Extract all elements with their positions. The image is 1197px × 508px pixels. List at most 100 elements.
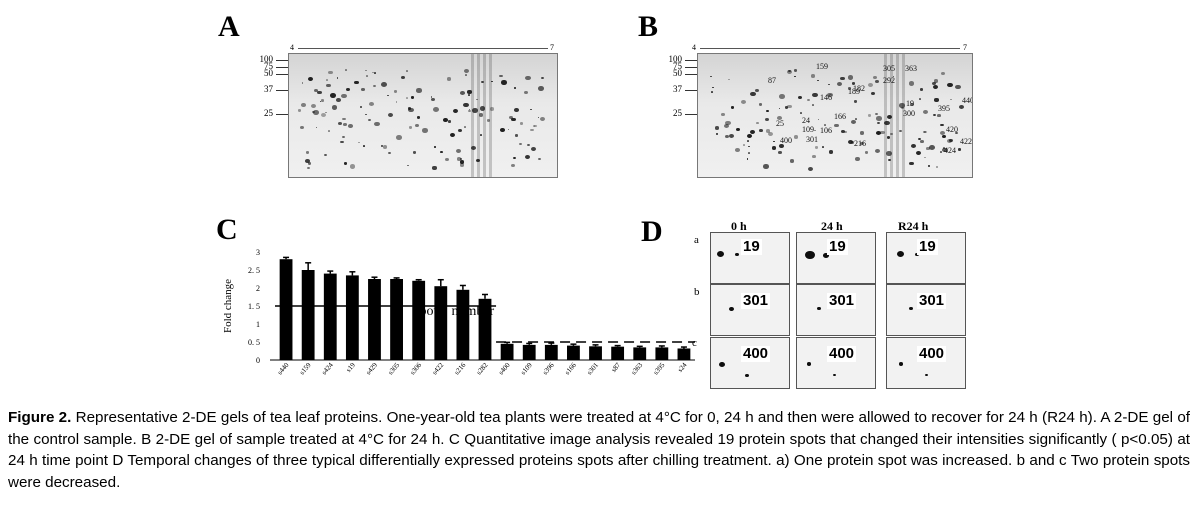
gel-spot: [499, 74, 503, 78]
gel-spot: [942, 147, 948, 152]
figure-caption: Figure 2. Representative 2-DE gels of te…: [8, 407, 1190, 493]
gel-spot: [530, 128, 534, 132]
panel-b-spot-label: 300: [903, 109, 915, 118]
gel-spot: [511, 163, 515, 168]
gel-spot: [723, 123, 729, 128]
gel-spot: [876, 121, 880, 124]
gel-spot: [321, 99, 325, 102]
gel-spot: [756, 121, 759, 124]
gel-spot: [307, 162, 312, 165]
gel-spot: [472, 108, 478, 113]
gel-spot: [714, 126, 719, 130]
gel-spot: [387, 112, 393, 118]
gel-spot: [452, 109, 459, 114]
gel-spot: [847, 139, 854, 145]
gel-spot: [909, 161, 914, 165]
gel-spot: [443, 118, 449, 123]
gel-spot: [834, 123, 839, 128]
gel-spot: [320, 112, 326, 117]
panel-a-ph-right: 7: [550, 43, 554, 52]
bar-s400: [500, 343, 514, 360]
gel-spot: [530, 108, 532, 111]
gel-spot: [524, 154, 530, 160]
x-tick-label: s282: [475, 361, 490, 377]
gel-spot: [360, 106, 362, 108]
gel-spot: [430, 97, 435, 101]
gel-streak: [471, 54, 475, 177]
gel-spot: [476, 98, 479, 101]
gel-spot: [931, 81, 936, 86]
gel-spot: [793, 135, 798, 139]
bar-s396: [544, 344, 558, 360]
row-label-a: a: [694, 234, 699, 246]
gel-spot: [888, 159, 891, 162]
gel-spot: [778, 107, 781, 109]
gel-spot: [313, 110, 319, 115]
gel-spot: [865, 151, 869, 154]
x-tick-label: s395: [652, 361, 667, 377]
gel-spot: [923, 109, 929, 114]
x-tick-label: s109: [519, 361, 534, 377]
gel-spot: [854, 156, 860, 161]
gel-spot: [305, 151, 310, 154]
gel-spot: [396, 135, 403, 140]
zoom-box-spot-301: 301: [886, 284, 966, 336]
gel-spot: [765, 128, 771, 133]
gel-spot: [325, 111, 327, 113]
protein-spot: [729, 307, 734, 312]
gel-streak: [896, 54, 900, 177]
gel-spot: [892, 75, 895, 77]
gel-spot: [840, 129, 846, 134]
gel-spot: [365, 113, 368, 116]
gel-spot: [827, 83, 830, 85]
panel-b-gel-image: 159 305 363 87 292 182 189 146 19 395 440 300 166 25 2…: [697, 53, 973, 178]
panel-a-ph-axis: [298, 48, 548, 49]
gel-spot: [532, 125, 535, 127]
y-axis-label: Fold change: [222, 279, 234, 333]
gel-spot: [771, 146, 777, 150]
gel-spot: [924, 156, 926, 159]
x-tick-label: s24: [676, 361, 689, 374]
caption-label: Figure 2.: [8, 409, 72, 426]
gel-spot: [955, 131, 958, 134]
gel-spot: [725, 121, 731, 126]
panel-a-mw-label-25: 25: [264, 108, 273, 118]
gel-spot: [875, 149, 881, 154]
panel-b-mw-label-50: 50: [673, 68, 682, 78]
protein-spot: [897, 251, 904, 257]
gel-spot: [884, 121, 890, 126]
x-tick-label: s422: [431, 361, 446, 377]
bar-s19: [345, 275, 359, 360]
gel-spot: [911, 144, 917, 149]
gel-spot: [513, 157, 517, 160]
gel-spot: [490, 107, 495, 111]
gel-spot: [305, 158, 311, 163]
gel-spot: [786, 104, 792, 109]
gel-spot: [928, 165, 931, 167]
protein-spot: [807, 362, 812, 366]
panel-b-spot-label: 24: [802, 116, 810, 125]
gel-spot: [347, 124, 353, 129]
zoom-box-spot-19: 19: [886, 232, 966, 284]
gel-spot: [388, 151, 391, 154]
gel-spot: [871, 91, 876, 95]
gel-spot: [341, 93, 347, 98]
panel-a-ph-left: 4: [290, 43, 294, 52]
gel-spot: [860, 141, 865, 145]
gel-spot: [875, 116, 882, 121]
gel-spot: [868, 82, 874, 87]
gel-spot: [799, 112, 802, 115]
bar-s306: [412, 280, 426, 360]
gel-spot: [459, 160, 465, 164]
gel-spot: [336, 97, 342, 102]
panel-b-spot-label: 19: [906, 99, 914, 108]
panel-b-spot-label: 400: [780, 136, 792, 145]
gel-spot: [789, 159, 794, 164]
gel-spot: [328, 71, 333, 75]
gel-spot: [490, 80, 493, 83]
gel-spot: [343, 162, 348, 166]
time-column-header: 24 h: [821, 219, 843, 233]
gel-spot: [957, 148, 961, 151]
gel-spot: [533, 124, 537, 128]
gel-spot: [465, 74, 468, 76]
